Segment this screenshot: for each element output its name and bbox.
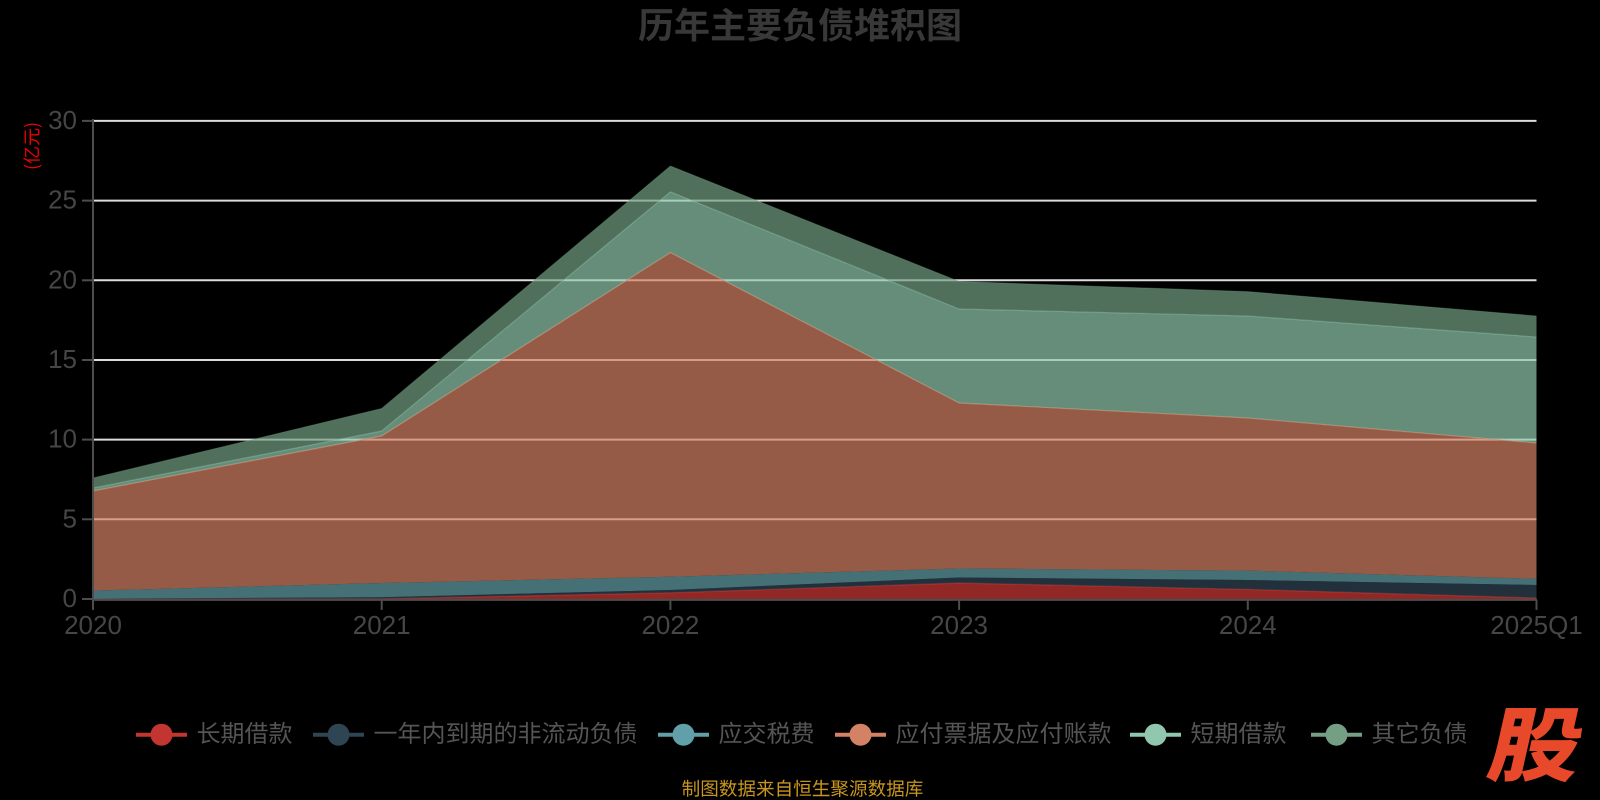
svg-text:2023: 2023	[930, 610, 988, 640]
svg-text:2021: 2021	[353, 610, 411, 640]
svg-text:2020: 2020	[64, 610, 122, 640]
svg-text:2022: 2022	[641, 610, 699, 640]
svg-text:25: 25	[48, 185, 77, 215]
svg-text:2025Q1: 2025Q1	[1490, 610, 1583, 640]
svg-text:5: 5	[63, 503, 77, 533]
svg-text:15: 15	[48, 344, 77, 374]
svg-text:0: 0	[63, 583, 77, 613]
svg-text:2024: 2024	[1219, 610, 1277, 640]
svg-text:20: 20	[48, 264, 77, 294]
svg-text:30: 30	[48, 105, 77, 135]
svg-text:10: 10	[48, 424, 77, 454]
